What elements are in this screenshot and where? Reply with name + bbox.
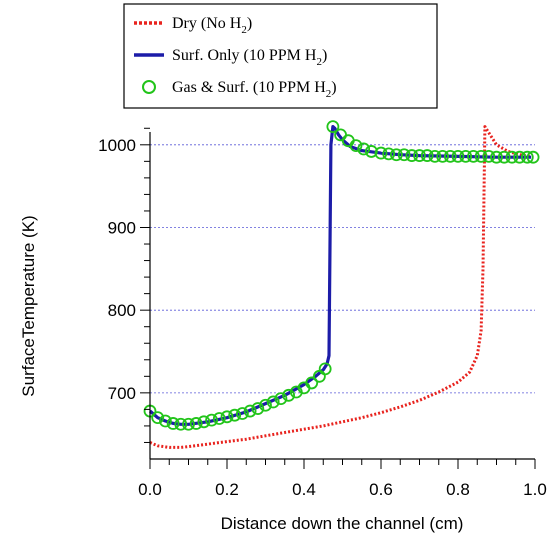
x-tick-label: 0.8 xyxy=(446,480,470,499)
legend-label: Surf. Only (10 PPM H2) xyxy=(172,47,327,68)
data-point xyxy=(189,417,203,430)
data-point xyxy=(259,398,272,412)
data-point xyxy=(235,407,249,420)
x-tick-label: 0.0 xyxy=(138,480,162,499)
data-point xyxy=(397,148,411,162)
legend: Dry (No H2) Surf. Only (10 PPM H2) Gas & S… xyxy=(123,3,438,109)
data-point xyxy=(228,408,242,422)
data-point xyxy=(212,412,226,425)
data-point xyxy=(197,415,211,429)
data-point xyxy=(220,410,234,424)
data-point xyxy=(266,395,280,409)
data-point xyxy=(326,120,340,134)
data-point xyxy=(436,149,450,163)
data-point xyxy=(405,149,419,162)
data-point xyxy=(482,149,496,163)
y-tick-label: 700 xyxy=(108,384,136,403)
data-point xyxy=(182,417,195,431)
data-point xyxy=(526,150,540,164)
grid xyxy=(150,144,535,394)
series-layer xyxy=(143,120,540,449)
data-point xyxy=(497,150,511,164)
legend-label: Gas & Surf. (10 PPM H2) xyxy=(172,79,337,100)
data-point xyxy=(357,142,371,156)
data-point xyxy=(413,149,426,162)
data-point xyxy=(459,149,473,163)
data-point xyxy=(305,376,319,390)
data-point xyxy=(374,146,388,160)
data-point xyxy=(318,362,332,376)
data-point xyxy=(420,149,434,162)
data-point xyxy=(513,150,526,164)
data-point xyxy=(151,411,165,425)
y-tick-label: 800 xyxy=(108,301,136,320)
legend-box xyxy=(123,3,438,109)
series-line-2 xyxy=(148,124,532,426)
series-line-1 xyxy=(149,125,532,449)
data-point xyxy=(451,149,465,163)
data-point xyxy=(382,147,396,161)
legend-marker xyxy=(142,80,156,94)
data-point xyxy=(490,150,503,164)
x-tick-label: 0.6 xyxy=(369,480,393,499)
x-tick-label: 0.2 xyxy=(215,480,239,499)
x-tick-label: 0.4 xyxy=(292,480,316,499)
axes: 700 800 900 1000 0.0 0.2 0.4 0.6 0.8 1.0 xyxy=(98,127,547,499)
data-point xyxy=(205,413,219,427)
data-point xyxy=(443,149,457,163)
data-point xyxy=(364,145,378,158)
data-point xyxy=(428,149,442,163)
legend-label: Dry (No H2) xyxy=(172,15,252,36)
data-point xyxy=(174,417,188,431)
data-point xyxy=(158,414,172,428)
y-axis-title: SurfaceTemperature (K) xyxy=(19,215,38,396)
data-point xyxy=(389,148,403,162)
y-tick-label: 900 xyxy=(108,218,136,237)
data-point xyxy=(166,417,180,430)
y-tick-label: 1000 xyxy=(98,136,136,155)
data-point xyxy=(282,388,296,402)
data-point xyxy=(274,392,288,406)
data-point xyxy=(505,150,519,164)
data-point xyxy=(251,402,265,415)
data-point xyxy=(520,150,534,164)
data-point xyxy=(474,149,488,163)
data-point xyxy=(243,404,257,418)
data-point xyxy=(466,149,480,163)
x-axis-title: Distance down the channel (cm) xyxy=(221,514,464,533)
data-point xyxy=(349,139,363,153)
x-tick-label: 1.0 xyxy=(523,480,547,499)
